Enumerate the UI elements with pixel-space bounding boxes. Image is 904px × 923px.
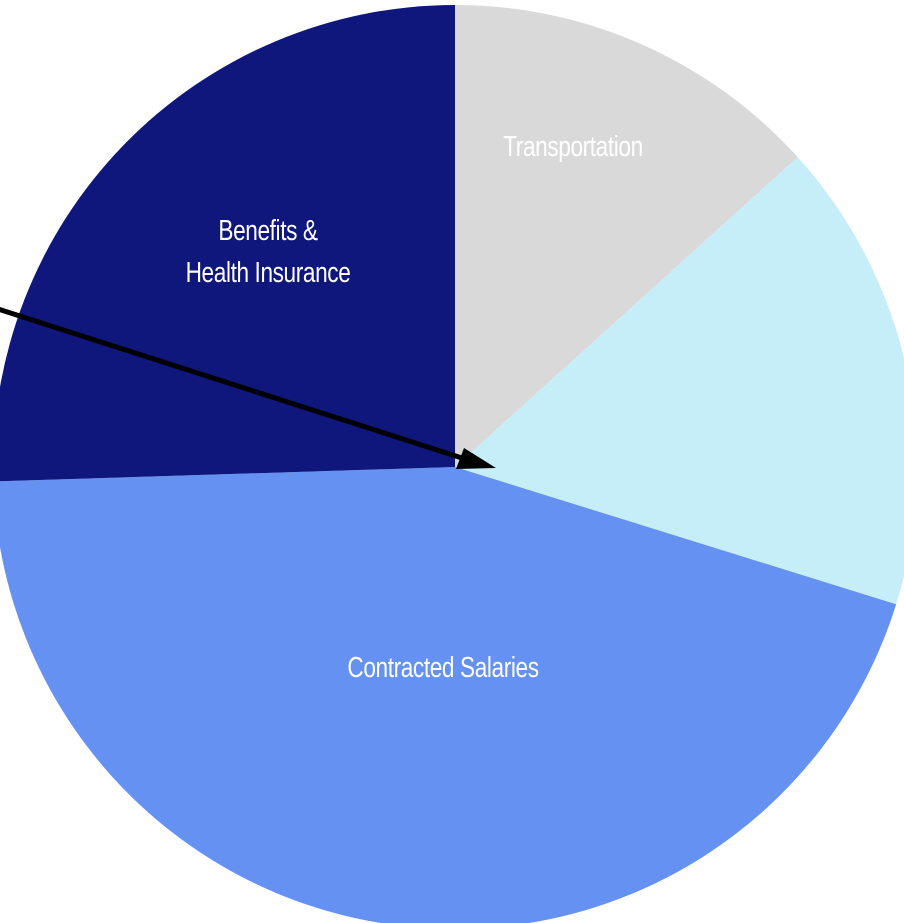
pie-slice	[0, 5, 455, 482]
pie-slice	[0, 467, 897, 923]
arrow-head	[456, 448, 496, 469]
slice-label: Transportation	[503, 130, 643, 163]
pie-slice	[455, 5, 798, 467]
pie-slice	[455, 157, 904, 605]
arrow-shaft	[0, 306, 463, 461]
slice-label: Contracted Salaries	[347, 651, 539, 684]
slices	[0, 5, 904, 923]
slice-label: Benefits & Health Insurance	[185, 214, 351, 289]
